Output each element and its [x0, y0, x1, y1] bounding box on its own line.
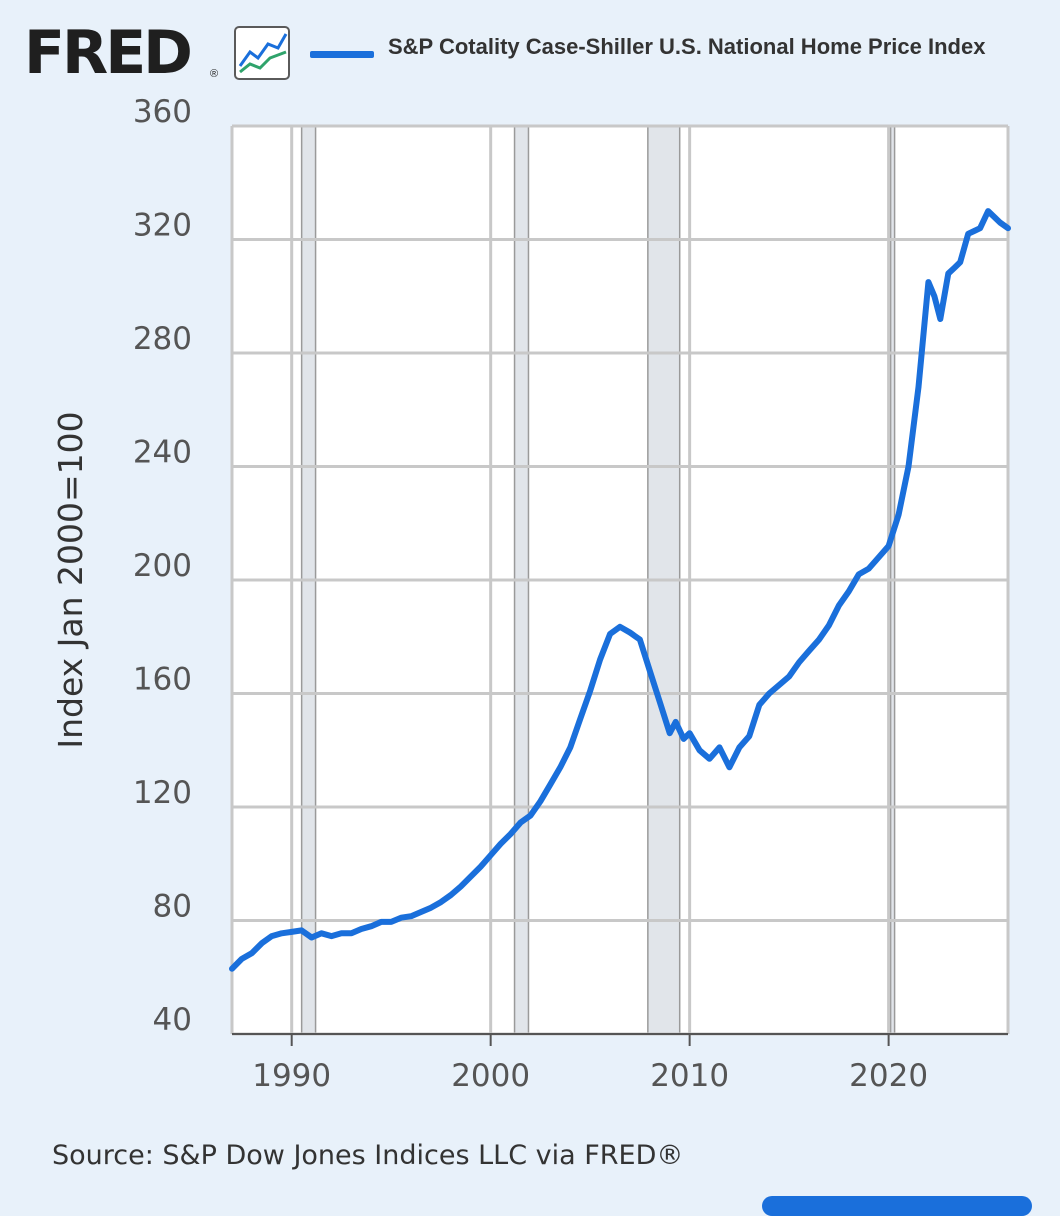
y-axis-label: Index Jan 2000=100 — [51, 411, 90, 748]
y-tick-label-3: 160 — [133, 662, 192, 698]
x-tick-label-3: 2020 — [849, 1058, 928, 1094]
legend-series-label[interactable]: S&P Cotality Case-Shiller U.S. National … — [388, 34, 986, 59]
y-tick-label-8: 360 — [133, 94, 192, 130]
chart-header: FRED ® S&P Cotality Case-Shiller U.S. Na… — [0, 0, 1060, 100]
legend-swatch — [310, 51, 374, 58]
y-tick-label-6: 280 — [133, 321, 192, 357]
line-chart: 40 80 120 160 200 240 280 320 360 1990 2000 2010 20… — [51, 94, 1011, 1094]
action-button[interactable] — [762, 1196, 1032, 1216]
y-tick-label-7: 320 — [133, 208, 192, 244]
x-tick-label-2: 2010 — [650, 1058, 729, 1094]
x-tick-label-1: 2000 — [451, 1058, 530, 1094]
y-tick-label-0: 40 — [153, 1002, 192, 1038]
x-tick-label-0: 1990 — [252, 1058, 331, 1094]
x-axis-ticks: 1990 2000 2010 2020 — [252, 1034, 928, 1094]
series-layer — [229, 208, 1011, 972]
y-axis-ticks: 40 80 120 160 200 240 280 320 360 — [133, 94, 192, 1038]
fred-logo[interactable]: FRED — [24, 18, 193, 88]
line-chart-icon — [234, 26, 290, 80]
y-tick-label-4: 200 — [133, 548, 192, 584]
registered-mark: ® — [210, 68, 219, 80]
series-line-0[interactable] — [229, 208, 1011, 972]
y-tick-label-2: 120 — [133, 775, 192, 811]
gridlines — [230, 124, 1010, 1036]
y-tick-label-5: 240 — [133, 435, 192, 471]
y-tick-label-1: 80 — [153, 889, 192, 925]
source-note: Source: S&P Dow Jones Indices LLC via FR… — [52, 1140, 684, 1171]
